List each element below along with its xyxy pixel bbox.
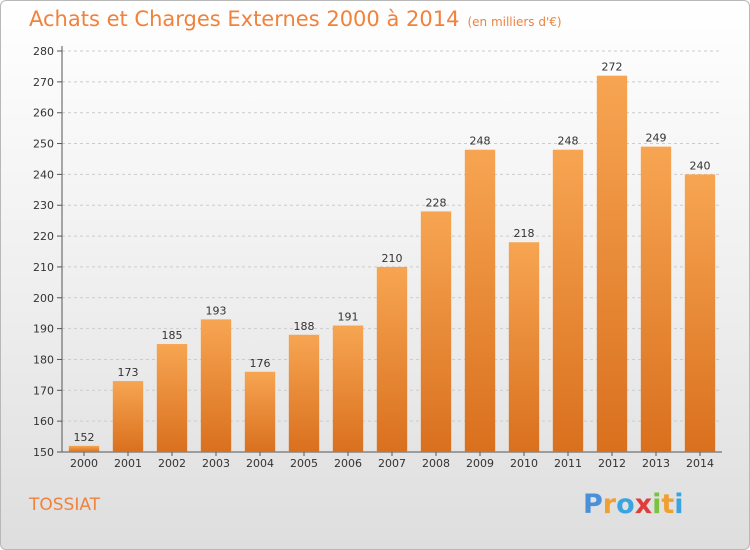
bar-value-label: 218	[514, 227, 535, 240]
logo-letter: o	[616, 489, 635, 520]
proxiti-logo: Proxiti	[583, 489, 684, 520]
bar-value-label: 188	[294, 320, 315, 333]
bar	[640, 146, 672, 452]
x-tick-label: 2006	[334, 457, 362, 470]
chart-title-text: Achats et Charges Externes 2000 à 2014	[29, 7, 460, 31]
y-tick-label: 200	[33, 292, 54, 305]
bar-value-label: 240	[690, 159, 711, 172]
bar	[464, 149, 496, 452]
bars	[68, 75, 716, 452]
chart-subtitle: (en milliers d'€)	[467, 15, 562, 29]
y-tick-label: 190	[33, 323, 54, 336]
x-tick-label: 2010	[510, 457, 538, 470]
logo-letter: r	[602, 489, 617, 520]
x-tick-label: 2012	[598, 457, 626, 470]
y-tick-label: 160	[33, 415, 54, 428]
x-tick-label: 2013	[642, 457, 670, 470]
bar-value-label: 248	[470, 135, 491, 148]
bar	[68, 445, 100, 452]
x-tick-label: 2008	[422, 457, 450, 470]
y-tick-label: 270	[33, 76, 54, 89]
logo-letter: t	[661, 489, 675, 520]
y-tick-label: 150	[33, 446, 54, 459]
bar-value-label: 193	[206, 304, 227, 317]
bar	[156, 344, 188, 452]
bar	[508, 242, 540, 452]
x-tick-label: 2002	[158, 457, 186, 470]
x-tick-label: 2003	[202, 457, 230, 470]
logo-letter: x	[634, 489, 653, 520]
x-tick-label: 2000	[70, 457, 98, 470]
city-name: TOSSIAT	[29, 495, 101, 515]
y-tick-label: 230	[33, 199, 54, 212]
bar	[288, 334, 320, 452]
bar	[596, 75, 628, 452]
bar-value-label: 210	[382, 252, 403, 265]
y-tick-label: 180	[33, 353, 54, 366]
bar-value-label: 249	[646, 132, 667, 145]
bar-value-label: 228	[426, 196, 447, 209]
x-tick-label: 2007	[378, 457, 406, 470]
bar	[552, 149, 584, 452]
y-tick-label: 170	[33, 384, 54, 397]
x-tick-label: 2009	[466, 457, 494, 470]
bar-value-label: 176	[250, 357, 271, 370]
bar	[420, 211, 452, 452]
bar-value-label: 248	[558, 135, 579, 148]
x-tick-label: 2011	[554, 457, 582, 470]
x-tick-label: 2014	[686, 457, 714, 470]
chart-title: Achats et Charges Externes 2000 à 2014 (e…	[29, 7, 562, 31]
y-tick-label: 250	[33, 138, 54, 151]
y-tick-label: 280	[33, 45, 54, 58]
bar	[332, 325, 364, 452]
bar-value-label: 272	[602, 61, 623, 74]
y-tick-label: 240	[33, 168, 54, 181]
bar	[684, 174, 716, 452]
bar-value-label: 173	[118, 366, 139, 379]
axes: 150 160 170 180 190 200 210 220 230 240 250 260 270 2…	[33, 45, 722, 470]
x-tick-label: 2004	[246, 457, 274, 470]
labels: 152 173 185 193 176 188 191 210 228 248 218 248 272 2…	[74, 61, 711, 444]
bar	[376, 266, 408, 452]
logo-letter: i	[674, 489, 684, 520]
logo-letter: P	[583, 489, 603, 520]
y-tick-label: 210	[33, 261, 54, 274]
logo-letter: i	[652, 489, 662, 520]
bar-value-label: 185	[162, 329, 183, 342]
bar	[200, 319, 232, 452]
bar-value-label: 191	[338, 311, 359, 324]
bar	[112, 381, 144, 452]
x-tick-label: 2005	[290, 457, 318, 470]
x-tick-label: 2001	[114, 457, 142, 470]
y-tick-label: 260	[33, 107, 54, 120]
bar	[244, 371, 276, 452]
bar-value-label: 152	[74, 431, 95, 444]
y-tick-label: 220	[33, 230, 54, 243]
